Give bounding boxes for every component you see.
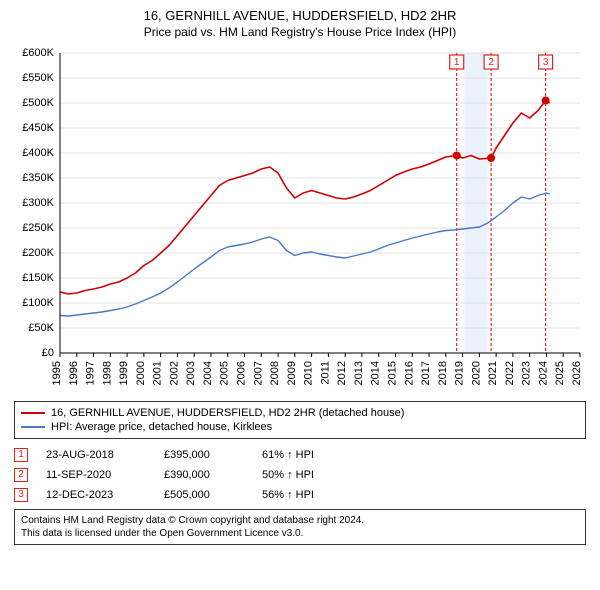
sale-row: 2 11-SEP-2020 £390,000 50% ↑ HPI (14, 465, 586, 485)
x-axis-label: 2016 (403, 361, 415, 385)
sale-row: 1 23-AUG-2018 £395,000 61% ↑ HPI (14, 445, 586, 465)
y-axis-label: £200K (22, 247, 54, 259)
x-axis-label: 2000 (135, 361, 147, 385)
legend-item: 16, GERNHILL AVENUE, HUDDERSFIELD, HD2 2… (21, 406, 579, 420)
sale-hpi-delta: 56% ↑ HPI (262, 489, 314, 501)
sale-marker-number: 2 (488, 57, 494, 68)
x-axis-label: 2017 (420, 361, 432, 385)
x-axis-label: 2023 (521, 361, 533, 385)
x-axis-label: 2020 (470, 361, 482, 385)
sale-marker-number: 1 (454, 57, 460, 68)
sales-table: 1 23-AUG-2018 £395,000 61% ↑ HPI 2 11-SEP-202… (14, 445, 586, 505)
x-axis-label: 2026 (571, 361, 583, 385)
sale-marker-number: 3 (543, 57, 549, 68)
x-axis-label: 2006 (236, 361, 248, 385)
chart-area: £0 £50K £100K £150K £200K £250K £300K £350K £400… (10, 45, 590, 395)
y-axis-label: £150K (22, 272, 54, 284)
sale-row: 3 12-DEC-2023 £505,000 56% ↑ HPI (14, 485, 586, 505)
sale-price: £395,000 (164, 449, 244, 461)
x-axis-label: 2010 (303, 361, 315, 385)
sale-price: £505,000 (164, 489, 244, 501)
y-axis-label: £550K (22, 72, 54, 84)
x-axis-label: 2025 (554, 361, 566, 385)
sale-price: £390,000 (164, 469, 244, 481)
x-axis-label: 2022 (504, 361, 516, 385)
footer-line: Contains HM Land Registry data © Crown c… (21, 514, 579, 527)
x-axis-label: 1999 (118, 361, 130, 385)
x-axis-label: 2011 (319, 361, 331, 385)
sale-hpi-delta: 61% ↑ HPI (262, 449, 314, 461)
x-axis-label: 2013 (353, 361, 365, 385)
legend-swatch (21, 412, 45, 414)
y-axis-label: £500K (22, 97, 54, 109)
x-axis-label: 2019 (454, 361, 466, 385)
sale-hpi-delta: 50% ↑ HPI (262, 469, 314, 481)
sale-marker-box: 1 (14, 448, 28, 462)
page-subtitle: Price paid vs. HM Land Registry's House … (10, 25, 590, 39)
x-axis-label: 2024 (537, 361, 549, 385)
x-axis-label: 2007 (252, 361, 264, 385)
y-axis-label: £250K (22, 222, 54, 234)
sale-marker-box: 3 (14, 488, 28, 502)
x-axis-label: 2021 (487, 361, 499, 385)
y-axis-label: £450K (22, 122, 54, 134)
sale-marker-box: 2 (14, 468, 28, 482)
x-axis-label: 2004 (202, 361, 214, 385)
x-axis-label: 2009 (286, 361, 298, 385)
y-axis-label: £400K (22, 147, 54, 159)
y-axis-label: £50K (28, 322, 54, 334)
x-axis-label: 2008 (269, 361, 281, 385)
y-axis-label: £600K (22, 47, 54, 59)
x-axis-label: 2003 (185, 361, 197, 385)
x-axis-label: 2014 (370, 361, 382, 385)
y-axis-label: £350K (22, 172, 54, 184)
legend-item: HPI: Average price, detached house, Kirk… (21, 420, 579, 434)
x-axis-label: 1997 (85, 361, 97, 385)
x-axis-label: 1996 (68, 361, 80, 385)
x-axis-label: 2018 (437, 361, 449, 385)
footer-line: This data is licensed under the Open Gov… (21, 527, 579, 540)
x-axis-label: 2015 (386, 361, 398, 385)
sale-date: 23-AUG-2018 (46, 449, 146, 461)
legend: 16, GERNHILL AVENUE, HUDDERSFIELD, HD2 2… (14, 401, 586, 439)
sale-date: 12-DEC-2023 (46, 489, 146, 501)
x-axis-label: 2012 (336, 361, 348, 385)
chart-container: 16, GERNHILL AVENUE, HUDDERSFIELD, HD2 2… (0, 0, 600, 590)
x-axis-label: 2002 (168, 361, 180, 385)
legend-swatch (21, 426, 45, 428)
line-chart: £0 £50K £100K £150K £200K £250K £300K £350K £400… (10, 45, 590, 395)
x-axis-label: 2005 (219, 361, 231, 385)
x-axis-label: 1995 (51, 361, 63, 385)
page-title: 16, GERNHILL AVENUE, HUDDERSFIELD, HD2 2… (10, 8, 590, 25)
legend-label: HPI: Average price, detached house, Kirk… (51, 421, 272, 433)
sale-date: 11-SEP-2020 (46, 469, 146, 481)
y-axis-label: £300K (22, 197, 54, 209)
x-axis-label: 1998 (101, 361, 113, 385)
footer-attribution: Contains HM Land Registry data © Crown c… (14, 509, 586, 545)
y-axis-label: £100K (22, 297, 54, 309)
y-axis-label: £0 (42, 347, 54, 359)
x-axis-label: 2001 (152, 361, 164, 385)
legend-label: 16, GERNHILL AVENUE, HUDDERSFIELD, HD2 2… (51, 407, 404, 419)
